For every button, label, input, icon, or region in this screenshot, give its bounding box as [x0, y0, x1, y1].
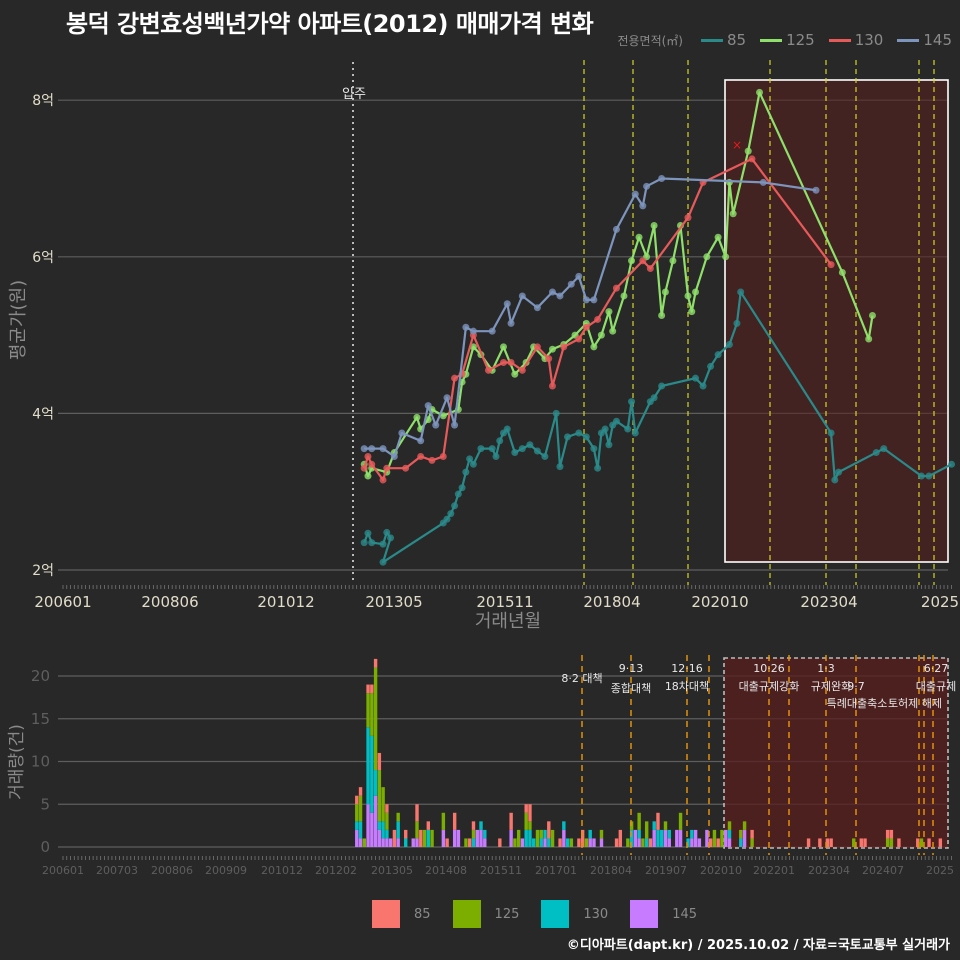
legend-item-85[interactable]: 85 — [700, 31, 746, 49]
volume-x-axis: 200601 200703 200806 200909 201012 201202 2013… — [42, 856, 954, 877]
volume-x-tick-label: 200703 — [96, 864, 138, 877]
volume-x-tick-label: 200806 — [151, 864, 193, 877]
series-130 — [360, 155, 835, 484]
x-tick-label: 201305 — [365, 593, 422, 611]
volume-x-tick-label: 201511 — [480, 864, 522, 877]
volume-y-axis-title: 거래량(건) — [7, 724, 27, 800]
volume-policy-lines — [581, 655, 934, 855]
x-tick-label: 201804 — [583, 593, 640, 611]
volume-y-tick-label: 20 — [31, 667, 50, 685]
legend-swatch-icon — [700, 38, 723, 42]
y-tick-label: 4억 — [32, 406, 54, 422]
legend-item-130[interactable]: 130 — [828, 31, 883, 49]
volume-x-tick-label: 201408 — [425, 864, 467, 877]
legend-item-145[interactable]: 145 — [897, 31, 952, 49]
volume-x-tick-label: 201202 — [315, 864, 357, 877]
volume-x-tick-label: 200909 — [205, 864, 247, 877]
volume-y-tick-label: 5 — [40, 795, 50, 813]
price-series — [360, 88, 956, 566]
volume-y-tick-label: 10 — [31, 753, 50, 771]
annotation-13-date: 1·3 — [817, 662, 835, 675]
legend-swatch-icon — [760, 38, 783, 42]
x-tick-label: 200601 — [34, 593, 91, 611]
legend-item-125[interactable]: 125 — [760, 31, 815, 49]
volume-y-axis: 0 5 10 15 20 — [31, 667, 50, 856]
volume-x-tick-label: 202407 — [862, 864, 904, 877]
legend-swatch-icon — [828, 38, 851, 42]
volume-bars — [355, 658, 943, 847]
volume-x-tick-label: 202010 — [700, 864, 742, 877]
legend-square-icon — [630, 900, 659, 928]
series-85 — [360, 288, 956, 566]
series-145 — [360, 175, 820, 460]
volume-x-tick-label: 201804 — [590, 864, 632, 877]
annotation-1216-date: 12·16 — [671, 662, 703, 675]
x-tick-label: 201012 — [257, 593, 314, 611]
policy-annotations: 8·2 대책 9·13 종합대책 12·16 18차대책 10·26 대출규제강… — [561, 662, 956, 710]
annotation-1216-label: 18차대책 — [665, 680, 709, 693]
chart-title: 봉덕 강변효성백년가약 아파트(2012) 매매가격 변화 — [66, 10, 594, 38]
annotation-627-label: 대출규제 — [916, 680, 956, 693]
annotation-913-label: 종합대책 — [611, 682, 651, 695]
annotation-97-label: 특례대출축소 — [827, 697, 888, 710]
legend-square-icon — [452, 900, 481, 928]
price-x-axis: 200601 200806 201012 201305 201511 201804 2020… — [34, 585, 959, 611]
volume-x-tick-label: 2025 — [926, 864, 954, 877]
y-tick-label: 2억 — [32, 563, 54, 579]
x-tick-label: 202304 — [800, 593, 857, 611]
annotation-13-label: 규제완화 — [811, 680, 851, 693]
x-marker-icon: × — [732, 138, 742, 152]
volume-x-tick-label: 202201 — [753, 864, 795, 877]
x-tick-label: 2025 — [921, 593, 959, 611]
series-125 — [360, 88, 876, 480]
volume-legend-item-145[interactable]: 145 — [630, 900, 697, 928]
volume-legend-item-125[interactable]: 125 — [452, 900, 519, 928]
legend-title: 전용면적(㎡) — [617, 33, 683, 48]
volume-x-tick-label: 200601 — [42, 864, 84, 877]
annotation-97-date: 9·7 — [847, 680, 865, 693]
volume-x-tick-label: 201907 — [645, 864, 687, 877]
volume-y-tick-label: 15 — [31, 710, 50, 728]
legend-area: 전용면적(㎡) 85 125 130 145 — [617, 31, 952, 49]
volume-x-tick-label: 201305 — [371, 864, 413, 877]
x-tick-label: 202010 — [691, 593, 748, 611]
legend-square-icon — [541, 900, 570, 928]
x-tick-label: 200806 — [141, 593, 198, 611]
legend-square-icon — [372, 900, 400, 928]
annotation-627-date: 6·27 — [924, 662, 949, 675]
volume-x-tick-label: 202304 — [808, 864, 850, 877]
volume-legend: 85 125 130 145 — [372, 900, 719, 928]
volume-highlight-box — [723, 657, 949, 849]
source-credit: ©디아파트(dapt.kr) / 2025.10.02 / 자료=국토교통부 실… — [566, 938, 950, 953]
y-tick-label: 8억 — [32, 93, 54, 109]
x-tick-label: 201511 — [476, 593, 533, 611]
volume-x-tick-label: 201701 — [535, 864, 577, 877]
volume-legend-item-130[interactable]: 130 — [541, 900, 608, 928]
annotation-913-date: 9·13 — [619, 662, 644, 675]
legend-swatch-icon — [897, 38, 920, 42]
volume-x-tick-label: 201012 — [261, 864, 303, 877]
x-axis-title: 거래년월 — [475, 611, 541, 632]
annotation-82: 8·2 대책 — [561, 672, 602, 685]
volume-y-tick-label: 0 — [40, 838, 50, 856]
move-in-label: 입주 — [342, 87, 366, 102]
annotation-toheoje-label: 토허제 해제 — [888, 696, 942, 710]
y-axis-title: 평균가(원) — [8, 280, 29, 360]
annotation-1026-label: 대출규제강화 — [739, 680, 800, 693]
y-tick-label: 6억 — [32, 250, 54, 266]
annotation-1026-date: 10·26 — [753, 662, 785, 675]
price-y-axis: 2억 4억 6억 8억 — [32, 93, 54, 579]
volume-legend-item-85[interactable]: 85 — [372, 900, 431, 928]
